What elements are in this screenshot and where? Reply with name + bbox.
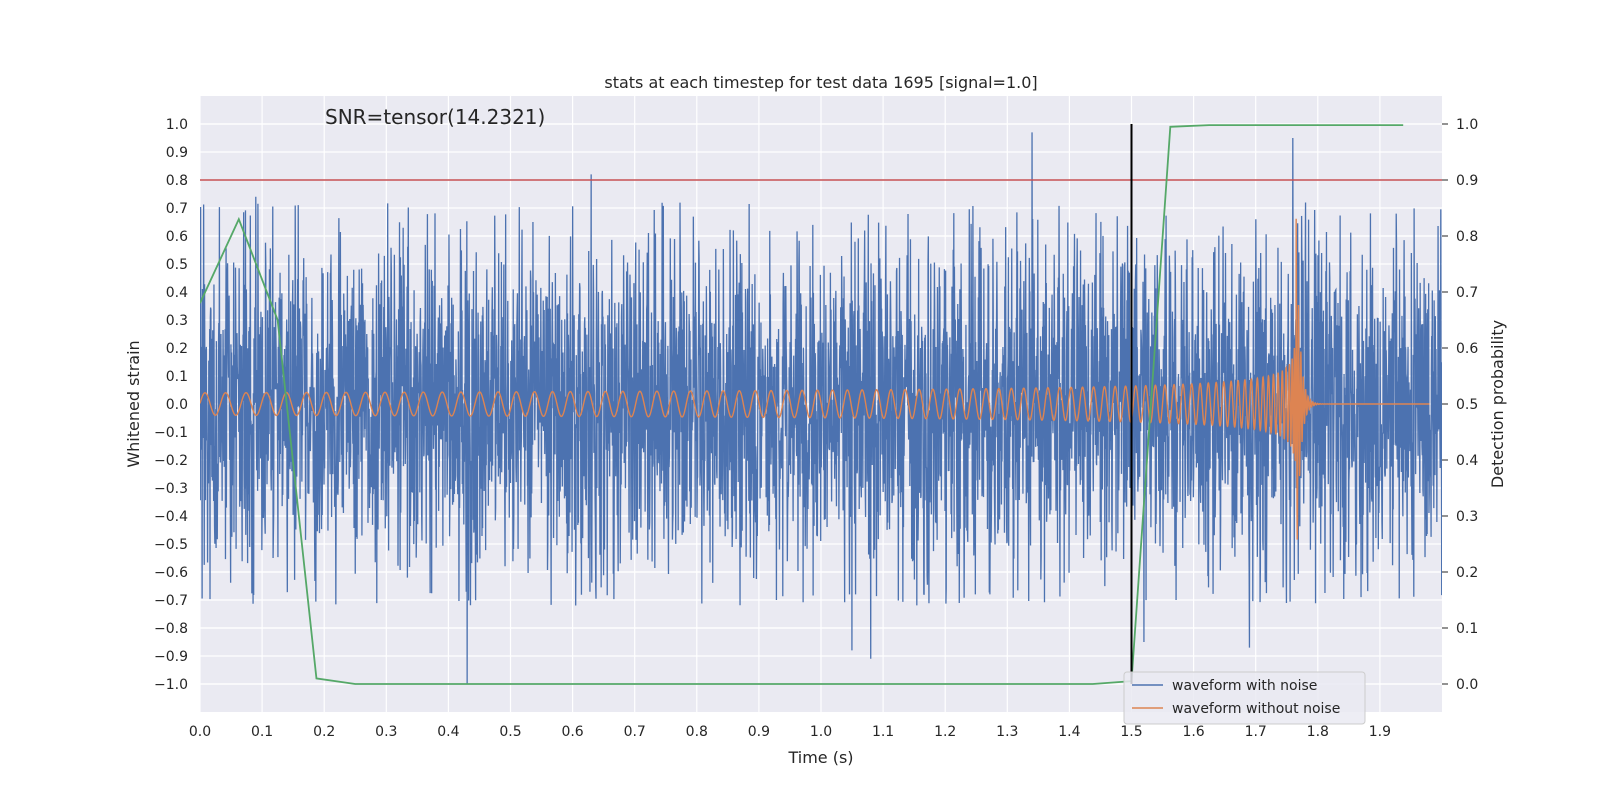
y-left-tick-label: 0.0 [166, 397, 188, 413]
x-tick-label: 1.4 [1058, 724, 1080, 740]
y-left-tick-label: −0.8 [154, 621, 188, 637]
x-tick-label: 1.1 [872, 724, 894, 740]
x-tick-label: 0.7 [624, 724, 646, 740]
x-tick-label: 0.9 [748, 724, 770, 740]
snr-annotation: SNR=tensor(14.2321) [325, 105, 545, 129]
y-left-tick-label: 1.0 [166, 117, 188, 133]
y-left-tick-label: −0.6 [154, 565, 188, 581]
y-left-tick-label: −0.9 [154, 649, 188, 665]
x-tick-label: 1.2 [934, 724, 956, 740]
y-left-tick-label: −0.5 [154, 537, 188, 553]
y-right-tick-label: 0.1 [1456, 621, 1478, 637]
y-left-tick-label: −0.3 [154, 481, 188, 497]
y-right-tick-label: 1.0 [1456, 117, 1478, 133]
x-tick-label: 0.5 [499, 724, 521, 740]
legend-label-clean: waveform without noise [1172, 701, 1340, 717]
legend: waveform with noise waveform without noi… [1124, 672, 1365, 724]
y-right-tick-label: 0.2 [1456, 565, 1478, 581]
y-left-tick-label: 0.4 [166, 285, 188, 301]
y-left-tick-label: 0.1 [166, 369, 188, 385]
y-left-tick-label: −1.0 [154, 677, 188, 693]
y-left-axis-label: Whitened strain [124, 340, 143, 467]
x-tick-label: 0.4 [437, 724, 459, 740]
y-left-tick-label: 0.6 [166, 229, 188, 245]
y-left-axis-ticks: 1.0 0.9 0.8 0.7 0.6 0.5 0.4 0.3 0.2 0.1 0.0 −0.1 −0.… [154, 117, 188, 693]
y-right-tick-label: 0.7 [1456, 285, 1478, 301]
y-left-tick-label: 0.3 [166, 313, 188, 329]
x-tick-label: 0.1 [251, 724, 273, 740]
chart-title: stats at each timestep for test data 169… [604, 73, 1037, 92]
x-tick-label: 0.0 [189, 724, 211, 740]
y-left-tick-label: 0.7 [166, 201, 188, 217]
x-tick-label: 0.3 [375, 724, 397, 740]
y-left-tick-label: −0.7 [154, 593, 188, 609]
y-right-tick-label: 0.8 [1456, 229, 1478, 245]
y-right-tick-label: 0.0 [1456, 677, 1478, 693]
x-tick-label: 0.8 [686, 724, 708, 740]
x-tick-label: 1.6 [1182, 724, 1204, 740]
x-tick-label: 1.5 [1120, 724, 1142, 740]
y-right-tick-label: 0.4 [1456, 453, 1478, 469]
x-tick-label: 1.8 [1307, 724, 1329, 740]
x-axis-label: Time (s) [787, 748, 853, 767]
y-left-tick-label: −0.2 [154, 453, 188, 469]
x-tick-label: 0.2 [313, 724, 335, 740]
x-tick-label: 1.0 [810, 724, 832, 740]
x-tick-label: 1.7 [1245, 724, 1267, 740]
y-left-tick-label: 0.8 [166, 173, 188, 189]
y-left-tick-label: −0.4 [154, 509, 188, 525]
legend-label-noise: waveform with noise [1172, 678, 1317, 694]
y-left-tick-label: 0.2 [166, 341, 188, 357]
y-right-tick-label: 0.9 [1456, 173, 1478, 189]
y-left-tick-label: −0.1 [154, 425, 188, 441]
x-axis-ticks: 0.0 0.1 0.2 0.3 0.4 0.5 0.6 0.7 0.8 0.9 1.0 1.1 1.2 1… [189, 724, 1391, 740]
y-right-tick-label: 0.5 [1456, 397, 1478, 413]
y-right-tick-label: 0.6 [1456, 341, 1478, 357]
y-right-axis-label: Detection probability [1488, 320, 1507, 488]
y-right-axis-ticks: 1.0 0.9 0.8 0.7 0.6 0.5 0.4 0.3 0.2 0.1 0.0 [1442, 117, 1478, 693]
y-left-tick-label: 0.9 [166, 145, 188, 161]
y-left-tick-label: 0.5 [166, 257, 188, 273]
x-tick-label: 1.9 [1369, 724, 1391, 740]
y-right-tick-label: 0.3 [1456, 509, 1478, 525]
x-tick-label: 1.3 [996, 724, 1018, 740]
x-tick-label: 0.6 [561, 724, 583, 740]
